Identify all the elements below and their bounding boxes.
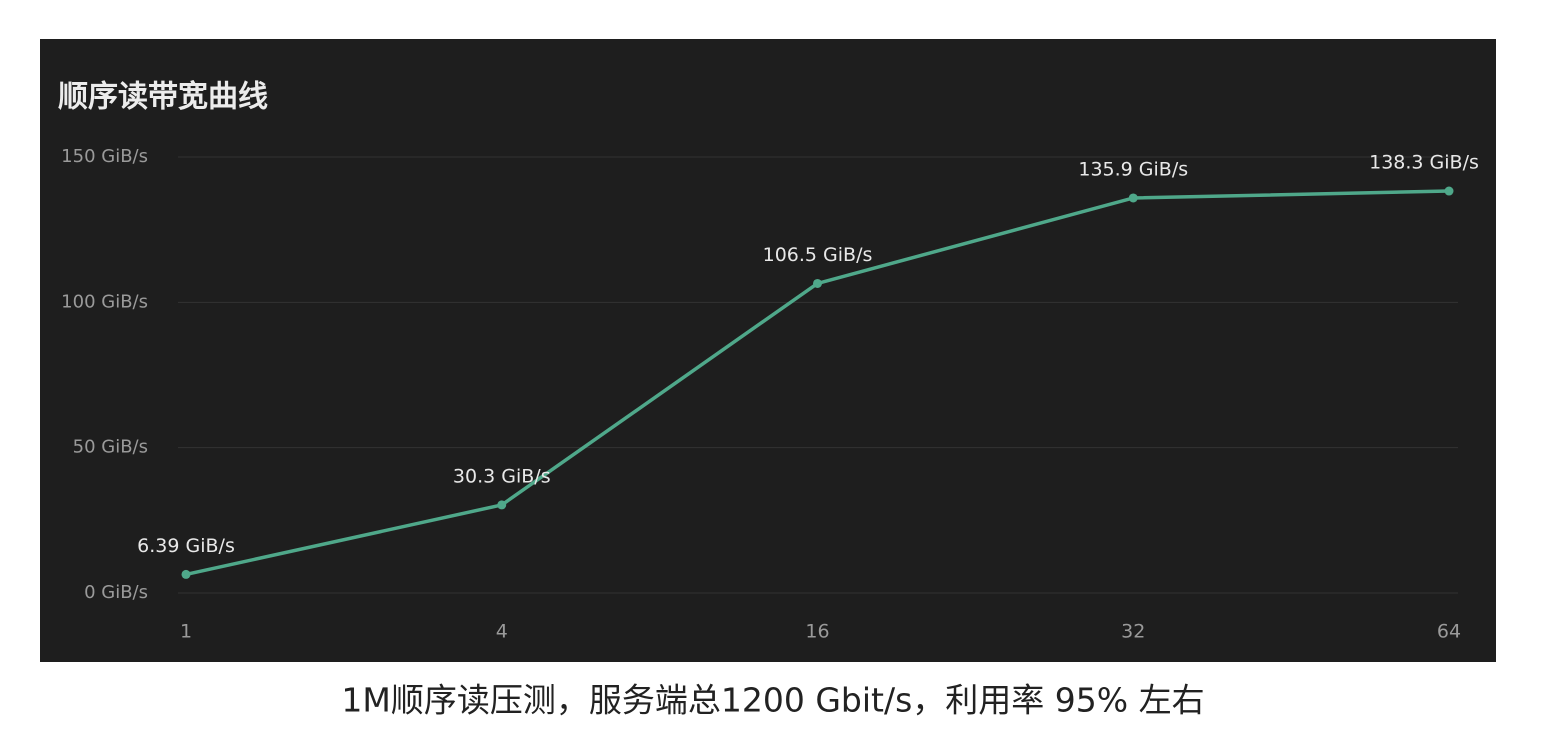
point <box>1128 193 1138 203</box>
point <box>181 569 191 579</box>
x-tick-label: 4 <box>496 621 508 643</box>
point <box>1444 186 1454 196</box>
y-tick-label: 150 GiB/s <box>61 146 148 167</box>
chart-panel <box>40 39 1496 662</box>
point <box>497 500 507 510</box>
caption: 1M顺序读压测，服务端总1200 Gbit/s，利用率 95% 左右 <box>341 681 1204 720</box>
value-label: 106.5 GiB/s <box>763 244 873 266</box>
y-tick-label: 50 GiB/s <box>73 437 148 458</box>
value-label: 135.9 GiB/s <box>1078 158 1188 180</box>
x-tick-label: 32 <box>1121 621 1145 643</box>
x-tick-label: 64 <box>1437 621 1461 643</box>
y-tick-label: 0 GiB/s <box>84 582 148 603</box>
value-label: 138.3 GiB/s <box>1369 152 1479 174</box>
y-tick-label: 100 GiB/s <box>61 291 148 312</box>
chart-title: 顺序读带宽曲线 <box>58 80 268 115</box>
x-tick-label: 1 <box>180 621 192 643</box>
value-label: 6.39 GiB/s <box>137 535 235 557</box>
x-tick-label: 16 <box>805 621 829 643</box>
value-label: 30.3 GiB/s <box>453 465 551 487</box>
point <box>813 278 822 288</box>
